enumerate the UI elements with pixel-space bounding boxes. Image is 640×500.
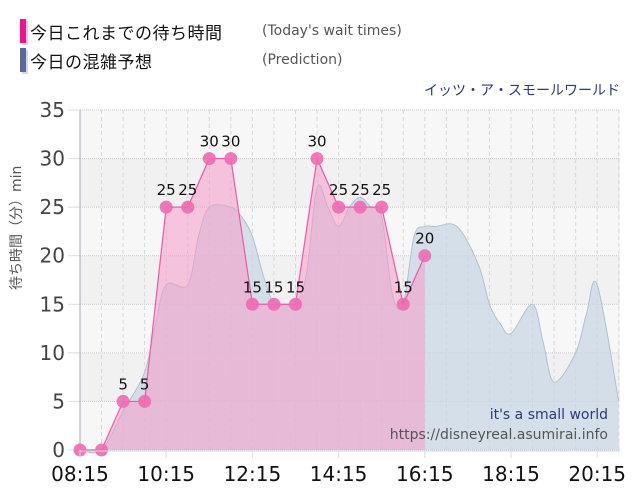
data-point-marker [289, 297, 302, 311]
data-point-marker [181, 200, 195, 214]
data-point-marker [245, 297, 259, 311]
data-point-marker [396, 297, 410, 311]
data-point-label: 25 [372, 181, 391, 199]
watermark-url: https://disneyreal.asumirai.info [389, 427, 608, 443]
data-point-marker [95, 443, 109, 457]
y-tick-label: 15 [40, 292, 65, 316]
y-tick-label: 20 [40, 244, 65, 268]
data-point-label: 20 [415, 230, 434, 248]
y-tick-label: 25 [40, 195, 65, 219]
data-point-marker [138, 394, 152, 408]
legend-swatch-today [20, 19, 26, 43]
data-point-marker [353, 200, 367, 214]
x-tick-label: 10:15 [137, 462, 195, 486]
data-point-label: 15 [286, 278, 305, 296]
y-tick-label: 5 [52, 389, 65, 413]
data-point-label: 30 [221, 133, 240, 151]
watermark-title: it's a small world [489, 407, 608, 423]
data-point-label: 25 [351, 181, 370, 199]
x-tick-label: 14:15 [310, 462, 368, 486]
data-point-label: 25 [329, 181, 348, 199]
data-point-marker [332, 200, 346, 214]
data-point-marker [159, 200, 173, 214]
data-point-label: 30 [200, 133, 219, 151]
x-tick-label: 08:15 [51, 462, 109, 486]
data-point-marker [310, 152, 324, 166]
legend-label-jp: 今日の混雑予想 [30, 52, 153, 73]
x-tick-label: 12:15 [224, 462, 282, 486]
data-point-marker [224, 152, 238, 166]
legend-label-en: (Today's wait times) [262, 23, 402, 39]
legend-item-prediction: 今日の混雑予想 (Prediction) [20, 48, 343, 73]
y-axis-label: 待ち時間（分）min [9, 165, 25, 290]
data-point-marker [267, 297, 281, 311]
legend-item-today: 今日これまでの待ち時間 (Today's wait times) [20, 19, 402, 44]
x-tick-label: 20:15 [568, 462, 626, 486]
data-point-label: 15 [264, 278, 283, 296]
x-tick-label: 18:15 [482, 462, 540, 486]
data-point-label: 30 [308, 133, 327, 151]
plot-band [80, 158, 620, 208]
chart-title: イッツ・ア・スモールワールド [424, 83, 620, 99]
data-point-label: 5 [118, 375, 128, 393]
y-tick-label: 0 [52, 438, 65, 462]
legend-label-en: (Prediction) [262, 52, 343, 68]
data-point-marker [418, 249, 432, 263]
data-point-marker [202, 152, 216, 166]
data-point-label: 15 [243, 278, 262, 296]
data-point-label: 15 [394, 278, 413, 296]
data-point-label: 5 [140, 375, 150, 393]
data-point-marker [375, 200, 389, 214]
data-point-marker [116, 394, 130, 408]
data-point-label: 25 [157, 181, 176, 199]
y-tick-label: 10 [40, 341, 65, 365]
plot-band [80, 110, 620, 159]
y-tick-label: 35 [40, 98, 65, 122]
x-tick-label: 16:15 [396, 462, 454, 486]
legend-swatch-prediction [20, 48, 26, 72]
y-tick-label: 30 [40, 147, 65, 171]
data-point-label: 25 [178, 181, 197, 199]
legend-label-jp: 今日これまでの待ち時間 [30, 23, 223, 44]
